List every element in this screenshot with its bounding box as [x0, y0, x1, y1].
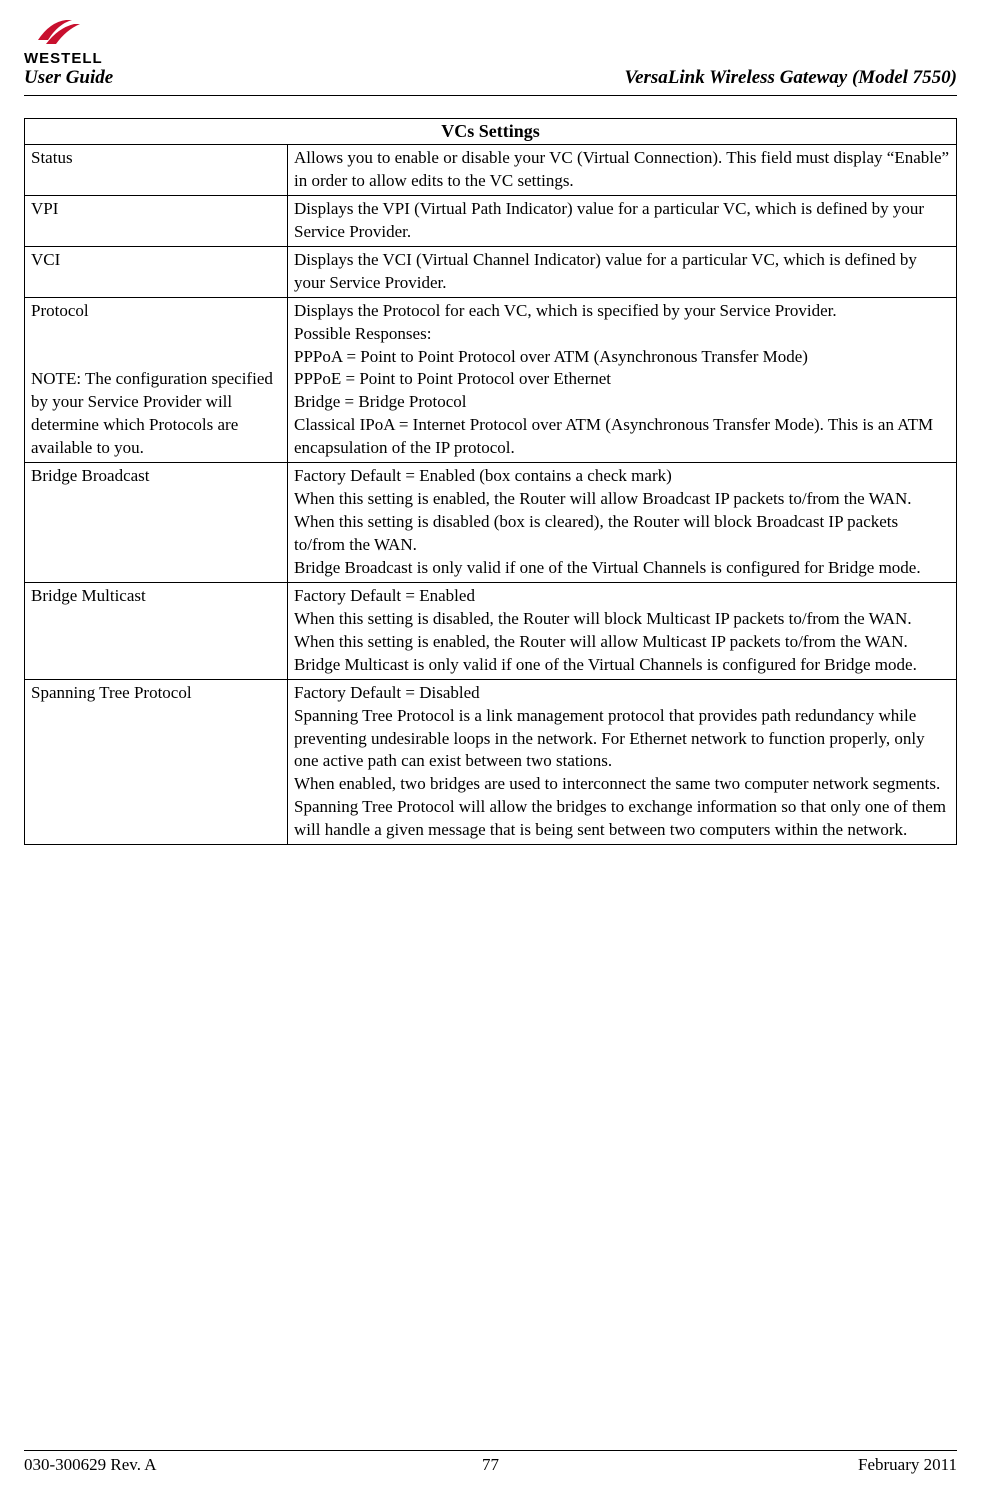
page-footer: 030-300629 Rev. A 77 February 2011 [24, 1450, 957, 1475]
row-desc: Allows you to enable or disable your VC … [288, 145, 957, 196]
page-header: WESTELL User Guide VersaLink Wireless Ga… [24, 18, 957, 96]
row-desc: Displays the VPI (Virtual Path Indicator… [288, 195, 957, 246]
table-row: Status Allows you to enable or disable y… [25, 145, 957, 196]
row-desc: Displays the VCI (Virtual Channel Indica… [288, 246, 957, 297]
row-desc: Factory Default = Enabled (box contains … [288, 463, 957, 583]
westell-swoosh-icon [36, 18, 82, 48]
table-row: Bridge Multicast Factory Default = Enabl… [25, 582, 957, 679]
row-label: Spanning Tree Protocol [25, 679, 288, 845]
header-left-group: WESTELL User Guide [24, 18, 113, 91]
brand-name: WESTELL [24, 50, 103, 67]
table-header-row: VCs Settings [25, 119, 957, 145]
table-row: VCI Displays the VCI (Virtual Channel In… [25, 246, 957, 297]
row-desc: Factory Default = EnabledWhen this setti… [288, 582, 957, 679]
row-desc: Factory Default = DisabledSpanning Tree … [288, 679, 957, 845]
header-title-left: User Guide [24, 67, 113, 91]
footer-left: 030-300629 Rev. A [24, 1455, 157, 1475]
row-label: Status [25, 145, 288, 196]
brand-logo: WESTELL [24, 18, 113, 67]
table-row: ProtocolNOTE: The configuration specifie… [25, 297, 957, 463]
row-desc: Displays the Protocol for each VC, which… [288, 297, 957, 463]
table-title: VCs Settings [25, 119, 957, 145]
footer-right: February 2011 [858, 1455, 957, 1475]
row-label: Bridge Multicast [25, 582, 288, 679]
row-label: Bridge Broadcast [25, 463, 288, 583]
row-label: ProtocolNOTE: The configuration specifie… [25, 297, 288, 463]
table-row: VPI Displays the VPI (Virtual Path Indic… [25, 195, 957, 246]
table-row: Bridge Broadcast Factory Default = Enabl… [25, 463, 957, 583]
footer-page-number: 77 [482, 1455, 499, 1475]
table-body: Status Allows you to enable or disable y… [25, 145, 957, 845]
table-row: Spanning Tree Protocol Factory Default =… [25, 679, 957, 845]
vcs-settings-table: VCs Settings Status Allows you to enable… [24, 118, 957, 845]
row-label: VCI [25, 246, 288, 297]
header-title-right: VersaLink Wireless Gateway (Model 7550) [625, 67, 958, 91]
row-label: VPI [25, 195, 288, 246]
